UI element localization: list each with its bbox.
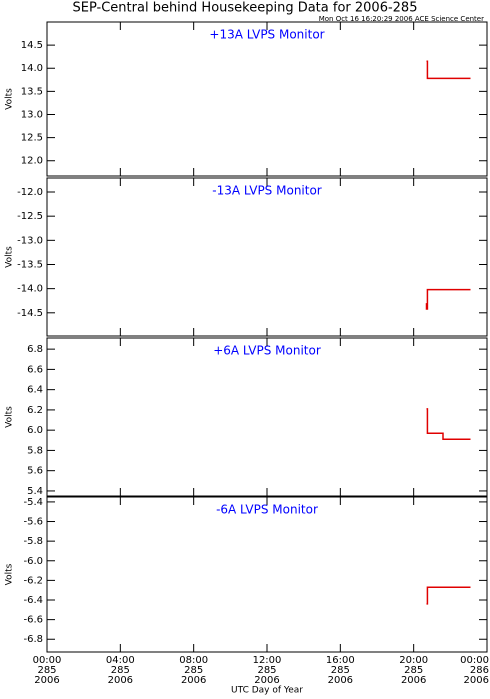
- y-tick-label: -6.6: [23, 615, 43, 626]
- panel-title: +13A LVPS Monitor: [209, 28, 324, 42]
- x-tick-label: 285: [257, 665, 276, 676]
- panel-frame: [46, 337, 488, 497]
- x-tick-label: 285: [331, 665, 350, 676]
- x-tick-label: 2006: [181, 675, 206, 686]
- x-tick-label: 16:00: [326, 655, 355, 666]
- y-tick-label: 14.0: [21, 63, 43, 74]
- panel-frame: [46, 177, 488, 337]
- panel-frame: [46, 496, 488, 653]
- y-tick-label: 6.2: [27, 405, 43, 416]
- y-tick-label: -5.6: [23, 517, 43, 528]
- y-tick-label: -12.5: [17, 211, 43, 222]
- data-line: [426, 586, 471, 605]
- y-tick-label: -5.8: [23, 536, 43, 547]
- x-tick-label: 2006: [34, 675, 59, 686]
- y-tick-label: -13.5: [17, 259, 43, 270]
- y-tick-label: 5.4: [27, 486, 43, 497]
- y-tick-label: -6.2: [23, 575, 43, 586]
- x-tick-label: 285: [404, 665, 423, 676]
- y-tick-label: 14.5: [21, 40, 43, 51]
- y-tick-label: -6.0: [23, 556, 43, 567]
- x-tick-label: 2006: [254, 675, 279, 686]
- x-tick-label: 08:00: [179, 655, 208, 666]
- x-tick-label: 285: [111, 665, 130, 676]
- x-tick-label: 04:00: [106, 655, 135, 666]
- x-tick-label: 2006: [464, 675, 489, 686]
- x-tick-label: 2006: [108, 675, 133, 686]
- x-tick-label: 286: [470, 665, 489, 676]
- y-tick-label: -13.0: [17, 235, 43, 246]
- y-tick-label: -14.0: [17, 284, 43, 295]
- x-tick-label: 12:00: [253, 655, 282, 666]
- panel-frame: [46, 21, 488, 177]
- x-tick-label: 285: [184, 665, 203, 676]
- x-tick-label: 00:00: [460, 655, 489, 666]
- data-line: [426, 408, 471, 441]
- x-tick-label: 00:00: [33, 655, 62, 666]
- panel-title: -13A LVPS Monitor: [212, 184, 322, 198]
- x-tick-label: 285: [37, 665, 56, 676]
- x-tick-label: 2006: [401, 675, 426, 686]
- page-title: SEP-Central behind Housekeeping Data for…: [73, 1, 418, 16]
- x-axis-label: UTC Day of Year: [231, 686, 303, 696]
- y-tick-label: -6.8: [23, 634, 43, 645]
- y-tick-label: 6.8: [27, 344, 43, 355]
- y-tick-label: -14.5: [17, 308, 43, 319]
- y-tick-label: 6.4: [27, 385, 43, 396]
- y-tick-label: 5.8: [27, 445, 43, 456]
- y-tick-label: -5.4: [23, 497, 43, 508]
- data-line: [425, 288, 471, 310]
- y-axis-label: Volts: [5, 406, 15, 428]
- data-line: [426, 60, 471, 80]
- y-tick-label: 12.5: [21, 133, 43, 144]
- y-tick-label: -12.0: [17, 187, 43, 198]
- y-tick-label: 12.0: [21, 156, 43, 167]
- y-axis-label: Volts: [5, 246, 15, 268]
- y-tick-label: 13.5: [21, 86, 43, 97]
- panel-title: +6A LVPS Monitor: [213, 344, 321, 358]
- y-axis-label: Volts: [5, 563, 15, 585]
- y-tick-label: 6.0: [27, 425, 43, 436]
- x-tick-label: 20:00: [399, 655, 428, 666]
- y-tick-label: -6.4: [23, 595, 43, 606]
- panel-title: -6A LVPS Monitor: [216, 503, 318, 517]
- y-axis-label: Volts: [5, 88, 15, 110]
- subtitle: Mon Oct 16 16:20:29 2006 ACE Science Cen…: [319, 15, 484, 23]
- y-tick-label: 5.6: [27, 466, 43, 477]
- x-tick-label: 2006: [328, 675, 353, 686]
- y-tick-label: 13.0: [21, 109, 43, 120]
- y-tick-label: 6.6: [27, 364, 43, 375]
